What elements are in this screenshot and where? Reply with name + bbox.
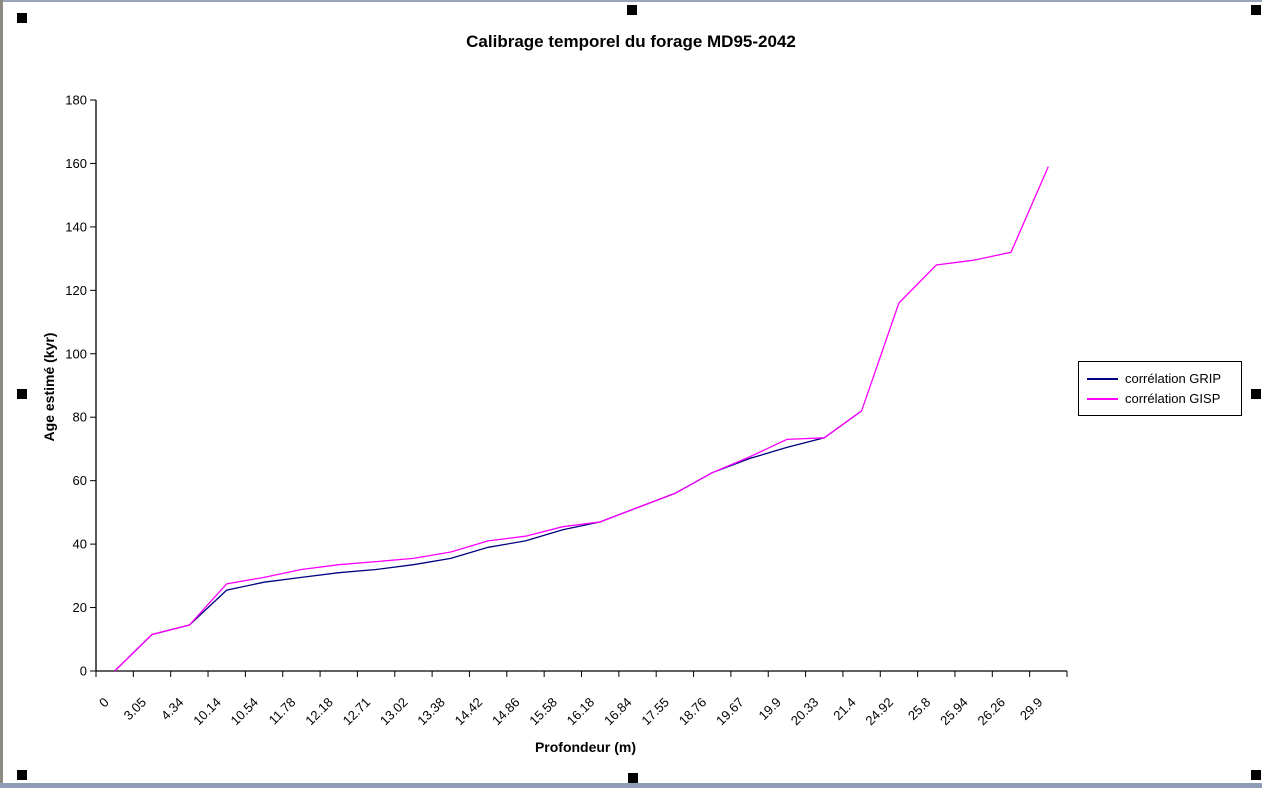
x-category-label: 0	[96, 695, 112, 711]
x-category-label: 20.33	[788, 695, 822, 729]
axis-lines	[95, 100, 1067, 672]
x-category-label: 19.67	[713, 695, 747, 729]
x-category-label: 13.02	[377, 695, 411, 729]
x-category-label: 25.8	[905, 695, 934, 724]
x-category-label: 13.38	[414, 695, 448, 729]
selection-handle-top-left[interactable]	[17, 13, 27, 23]
x-category-label: 10.14	[190, 695, 224, 729]
window-edge-bottom	[0, 783, 1262, 788]
legend-item-label: corrélation GISP	[1125, 391, 1221, 406]
y-tick-label: 60	[73, 473, 87, 488]
x-category-label: 10.54	[228, 695, 262, 729]
selection-handle-top-center[interactable]	[627, 5, 637, 15]
series-line-gisp[interactable]	[114, 166, 1049, 672]
x-category-label: 15.58	[526, 695, 560, 729]
y-tick-label: 100	[65, 346, 87, 361]
x-category-label: 16.18	[564, 695, 598, 729]
x-category-label: 29.9	[1017, 695, 1046, 724]
legend-item[interactable]: corrélation GRIP	[1087, 369, 1241, 389]
y-tick-label: 80	[73, 410, 87, 425]
x-category-label: 24.92	[862, 695, 896, 729]
selection-handle-right[interactable]	[1251, 389, 1261, 399]
series-line-grip[interactable]	[114, 410, 862, 672]
y-tick-label: 20	[73, 600, 87, 615]
legend-item[interactable]: corrélation GISP	[1087, 389, 1241, 409]
x-category-label: 12.71	[340, 695, 374, 729]
y-tick-label: 40	[73, 537, 87, 552]
legend-line-sample	[1087, 377, 1118, 380]
x-category-label: 12.18	[302, 695, 336, 729]
selection-handle-bottom-left[interactable]	[17, 770, 27, 780]
selection-handle-bottom-center[interactable]	[628, 773, 638, 783]
y-tick-label: 0	[80, 664, 87, 679]
x-category-label: 4.34	[158, 695, 187, 724]
x-category-label: 25.94	[937, 695, 971, 729]
x-category-label: 26.26	[974, 695, 1008, 729]
legend-line-sample	[1087, 397, 1118, 400]
y-tick-label: 160	[65, 156, 87, 171]
x-category-label: 17.55	[638, 695, 672, 729]
x-category-label: 11.78	[266, 695, 299, 728]
x-category-label: 14.86	[489, 695, 523, 729]
legend-item-label: corrélation GRIP	[1125, 371, 1222, 386]
x-category-label: 19.9	[756, 695, 785, 724]
selection-handle-bottom-right[interactable]	[1251, 770, 1261, 780]
window-edge-top	[0, 0, 1262, 2]
x-category-label: 14.42	[452, 695, 486, 729]
x-category-label: 18.76	[676, 695, 710, 729]
chart-title: Calibrage temporel du forage MD95-2042	[466, 32, 796, 51]
x-category-label: 16.84	[601, 695, 635, 729]
selection-handle-top-right[interactable]	[1251, 5, 1261, 15]
y-tick-label: 120	[65, 283, 87, 298]
window-edge-left	[0, 0, 3, 788]
legend[interactable]: corrélation GRIP corrélation GISP	[1078, 361, 1242, 416]
selection-handle-left[interactable]	[17, 389, 27, 399]
x-category-label: 3.05	[121, 695, 150, 724]
x-category-label: 21.4	[830, 695, 859, 724]
y-tick-label: 140	[65, 219, 87, 234]
x-axis-title: Profondeur (m)	[534, 739, 637, 755]
y-tick-label: 180	[65, 93, 87, 108]
